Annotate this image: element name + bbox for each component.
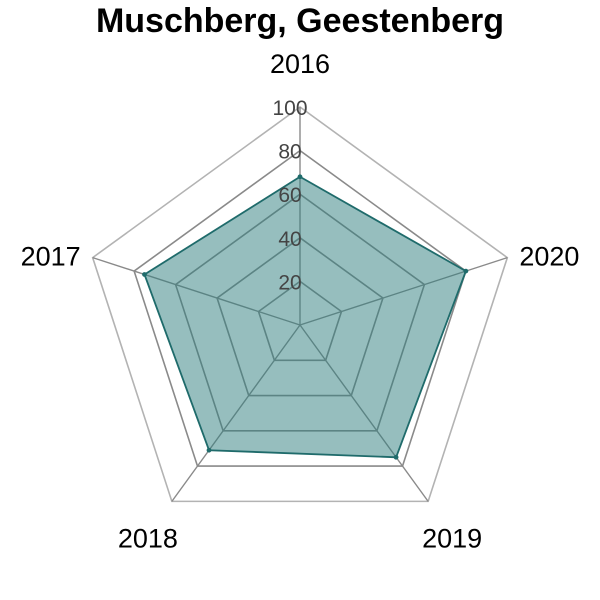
- axis-label-2018: 2018: [118, 523, 178, 553]
- data-point-2018: [206, 447, 212, 453]
- radar-data: [142, 174, 469, 460]
- data-point-2016: [297, 174, 303, 180]
- tick-label: 20: [278, 271, 301, 294]
- data-point-2020: [463, 268, 469, 274]
- data-point-2017: [142, 272, 147, 277]
- data-point-2019: [393, 454, 399, 460]
- tick-label: 80: [278, 141, 301, 164]
- tick-label: 60: [278, 184, 301, 207]
- axis-label-2017: 2017: [21, 242, 81, 272]
- chart-title: Muschberg, Geestenberg: [95, 2, 505, 40]
- series-area: [143, 175, 467, 459]
- radar-axis-labels: 2016 2017 2018 2019 2020: [21, 49, 580, 553]
- axis-label-2016: 2016: [270, 49, 330, 79]
- tick-label: 100: [272, 97, 307, 120]
- tick-label: 40: [278, 228, 301, 251]
- axis-label-2020: 2020: [519, 242, 579, 272]
- grid-ring: [133, 149, 467, 467]
- radar-tick-labels: 20 40 60 80 100: [272, 97, 307, 294]
- grid-ring: [91, 106, 509, 503]
- axis-label-2019: 2019: [422, 523, 482, 553]
